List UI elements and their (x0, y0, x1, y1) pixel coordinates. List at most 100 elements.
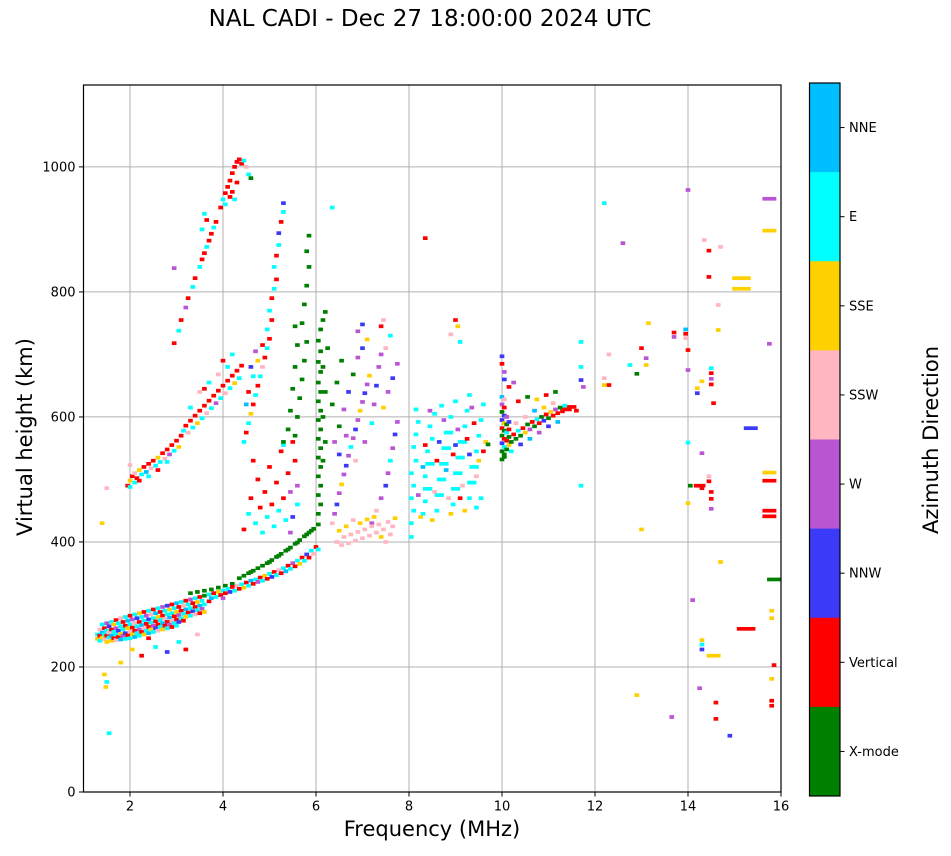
data-point (178, 616, 184, 621)
data-point (148, 466, 154, 471)
data-point (206, 398, 212, 403)
data-point (274, 480, 279, 485)
data-point (313, 545, 319, 549)
data-point (99, 622, 105, 627)
data-point (601, 201, 607, 205)
data-point (578, 340, 584, 344)
data-point (157, 610, 163, 614)
data-point (109, 633, 114, 638)
data-point (304, 552, 310, 557)
data-point (299, 555, 305, 560)
data-point (132, 628, 137, 633)
data-point (353, 458, 358, 463)
data-point (378, 496, 384, 501)
data-point (155, 468, 161, 472)
data-point (264, 346, 270, 351)
data-point (434, 493, 444, 497)
data-point (199, 416, 205, 421)
x-tick-label: 8 (405, 800, 413, 815)
data-point (353, 538, 358, 543)
data-point (176, 613, 182, 617)
data-point (253, 521, 258, 526)
data-point (718, 245, 723, 249)
data-point (360, 400, 365, 404)
data-point (288, 545, 293, 550)
data-point (715, 328, 721, 332)
data-point (371, 402, 377, 407)
data-point (169, 602, 175, 607)
data-point (234, 583, 240, 588)
data-point (295, 343, 300, 347)
data-point (99, 521, 105, 526)
x-axis-label: Frequency (MHz) (343, 817, 521, 841)
x-tick-label: 6 (312, 800, 320, 815)
data-point (508, 440, 514, 444)
data-point (169, 618, 175, 623)
data-point (316, 474, 321, 479)
data-point (329, 521, 335, 526)
data-point (146, 474, 151, 479)
data-point (683, 327, 688, 332)
data-point (343, 463, 349, 468)
data-point (274, 555, 279, 559)
data-point (164, 650, 170, 654)
data-point (174, 617, 179, 622)
data-point (167, 615, 172, 620)
data-point (99, 635, 105, 640)
y-tick-label: 800 (51, 285, 76, 300)
data-point (232, 588, 237, 593)
data-point (762, 196, 777, 201)
data-point (176, 605, 182, 609)
data-point (153, 645, 158, 649)
data-point (499, 402, 505, 407)
data-point (239, 363, 244, 368)
data-point (109, 627, 114, 632)
data-point (111, 622, 117, 627)
data-point (183, 607, 189, 612)
data-point (190, 609, 196, 614)
data-point (685, 188, 691, 192)
data-point (529, 420, 535, 424)
data-point (385, 390, 391, 394)
data-point (143, 613, 149, 618)
data-point (322, 390, 328, 394)
data-point (271, 286, 277, 291)
data-point (183, 305, 189, 310)
data-point (250, 581, 256, 586)
data-point (248, 176, 254, 180)
data-point (123, 623, 128, 628)
data-point (502, 370, 507, 374)
data-point (192, 276, 198, 281)
data-point (281, 496, 286, 501)
data-point (150, 623, 156, 628)
data-point (316, 418, 321, 422)
data-point (562, 403, 568, 408)
data-point (409, 535, 414, 539)
data-point (229, 585, 235, 589)
data-point (260, 578, 265, 583)
data-point (197, 390, 203, 394)
data-point (118, 616, 124, 621)
data-point (257, 505, 263, 510)
data-point (543, 393, 549, 397)
data-point (708, 490, 714, 494)
colorbar: NNE E SSE SSW W NNW Vertical X-mode (808, 82, 899, 797)
data-point (160, 621, 165, 626)
data-point (374, 530, 379, 535)
data-point (188, 613, 193, 618)
data-point (708, 376, 714, 381)
data-point (295, 415, 300, 419)
data-point (220, 197, 226, 202)
data-point (348, 532, 354, 537)
data-point (515, 399, 521, 404)
data-point (125, 626, 130, 631)
data-point (771, 663, 777, 667)
data-point (195, 632, 200, 637)
data-point (99, 630, 105, 635)
data-point (211, 591, 217, 596)
data-point (220, 383, 226, 388)
data-point (171, 266, 177, 271)
data-point (374, 383, 379, 388)
data-point (283, 518, 289, 522)
data-point (188, 591, 193, 596)
